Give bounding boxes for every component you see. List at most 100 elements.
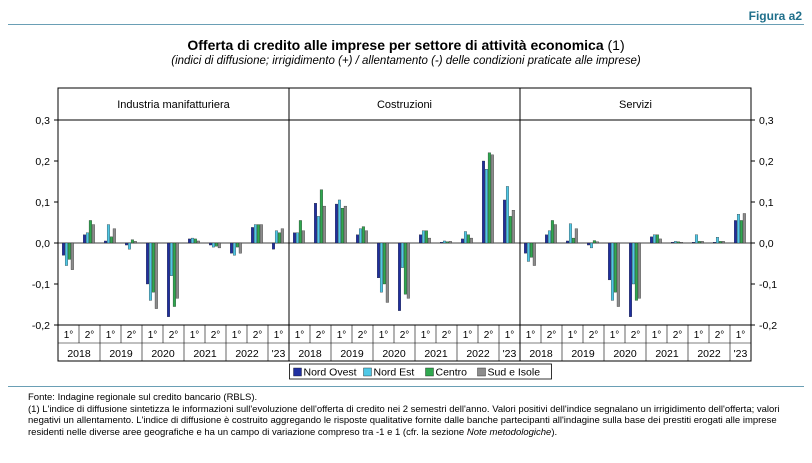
- y-tick-label-right: -0,1: [759, 279, 777, 291]
- y-tick-label-right: 0,3: [759, 115, 774, 127]
- year-label: 2021: [424, 348, 448, 360]
- bar-nord-ovest: [398, 242, 401, 311]
- bar-nord-ovest: [461, 238, 464, 244]
- y-tick-label-right: 0,1: [759, 197, 774, 209]
- bar-centro: [697, 241, 701, 244]
- y-tick-label-left: 0,0: [35, 238, 50, 250]
- bar-sud-e-isole: [679, 242, 683, 244]
- footnote-1: (1) L'indice di diffusione sintetizza le…: [28, 404, 793, 439]
- year-label: 2020: [382, 348, 406, 360]
- semester-label: 1°: [610, 330, 620, 341]
- bar-nord-est: [64, 242, 68, 266]
- semester-label: 2°: [484, 330, 494, 341]
- bar-sud-e-isole: [742, 213, 746, 244]
- bar-nord-est: [652, 234, 656, 244]
- semester-label: 1°: [295, 330, 305, 341]
- bar-nord-est: [316, 216, 320, 244]
- bar-sud-e-isole: [280, 228, 284, 244]
- semester-label: 1°: [274, 330, 284, 341]
- semester-label: 2°: [631, 330, 641, 341]
- year-label: '23: [503, 348, 517, 360]
- footnotes: Fonte: Indagine regionale sul credito ba…: [28, 392, 793, 438]
- bar-sud-e-isole: [196, 240, 200, 244]
- semester-label: 2°: [211, 330, 221, 341]
- bar-sud-e-isole: [721, 241, 725, 244]
- y-tick-label-left: 0,1: [35, 197, 50, 209]
- bar-nord-est: [484, 169, 488, 244]
- bar-centro: [361, 226, 365, 244]
- semester-label: 1°: [505, 330, 515, 341]
- semester-label: 2°: [169, 330, 179, 341]
- bar-sud-e-isole: [70, 242, 74, 270]
- bar-nord-ovest: [440, 242, 443, 244]
- bar-nord-est: [337, 199, 341, 244]
- bar-nord-est: [547, 230, 551, 244]
- bar-sud-e-isole: [406, 242, 410, 299]
- y-tick-label-left: 0,2: [35, 156, 50, 168]
- bar-nord-ovest: [650, 236, 653, 244]
- bar-centro: [655, 234, 659, 244]
- bar-nord-ovest: [482, 160, 485, 244]
- semester-label: 1°: [379, 330, 389, 341]
- semester-label: 1°: [421, 330, 431, 341]
- bar-nord-est: [610, 242, 614, 301]
- year-label: 2018: [67, 348, 91, 360]
- bar-sud-e-isole: [511, 210, 515, 244]
- bar-centro: [277, 232, 281, 244]
- bar-sud-e-isole: [532, 242, 536, 266]
- bar-nord-ovest: [566, 240, 569, 244]
- year-label: 2019: [571, 348, 595, 360]
- legend-swatch: [363, 367, 372, 377]
- bar-sud-e-isole: [133, 241, 137, 244]
- bar-nord-est: [442, 240, 446, 244]
- semester-label: 1°: [526, 330, 536, 341]
- year-label: 2018: [529, 348, 553, 360]
- semester-label: 2°: [127, 330, 137, 341]
- bar-centro: [88, 220, 92, 244]
- bar-centro: [487, 152, 491, 244]
- bar-sud-e-isole: [700, 241, 704, 244]
- panel-title: Industria manifatturiera: [117, 99, 230, 111]
- legend-swatch: [293, 367, 302, 377]
- bar-nord-est: [526, 242, 530, 262]
- bar-centro: [172, 242, 176, 307]
- semester-label: 1°: [337, 330, 347, 341]
- bar-centro: [256, 224, 260, 244]
- bar-nord-est: [253, 224, 257, 244]
- bar-centro: [151, 242, 155, 293]
- bar-nord-est: [85, 232, 89, 244]
- top-rule: [8, 24, 804, 25]
- bar-centro: [634, 242, 638, 301]
- footnote-source: Fonte: Indagine regionale sul credito ba…: [28, 392, 258, 403]
- bar-nord-ovest: [251, 227, 254, 244]
- semester-label: 2°: [358, 330, 368, 341]
- bar-sud-e-isole: [448, 241, 452, 244]
- bar-nord-ovest: [146, 242, 149, 285]
- bar-sud-e-isole: [91, 224, 95, 244]
- year-label: 2019: [340, 348, 364, 360]
- bar-nord-est: [463, 231, 467, 244]
- bar-nord-est: [106, 224, 110, 244]
- bar-centro: [550, 220, 554, 244]
- bar-nord-ovest: [104, 240, 107, 244]
- bar-nord-est: [400, 242, 404, 268]
- bar-centro: [529, 242, 533, 258]
- year-label: 2018: [298, 348, 322, 360]
- bar-nord-est: [148, 242, 152, 301]
- bar-sud-e-isole: [595, 241, 599, 244]
- semester-label: 1°: [106, 330, 116, 341]
- year-label: '23: [272, 348, 286, 360]
- bar-nord-ovest: [503, 199, 506, 244]
- bar-sud-e-isole: [658, 238, 662, 244]
- chart-title: Offerta di credito alle imprese per sett…: [0, 37, 812, 53]
- bar-sud-e-isole: [427, 237, 431, 244]
- year-label: 2021: [193, 348, 217, 360]
- semester-label: 1°: [652, 330, 662, 341]
- bar-centro: [319, 189, 323, 244]
- bar-sud-e-isole: [469, 237, 473, 244]
- bar-centro: [382, 242, 386, 285]
- bar-sud-e-isole: [385, 242, 389, 303]
- bar-nord-est: [211, 242, 215, 248]
- semester-label: 2°: [547, 330, 557, 341]
- bar-nord-est: [274, 230, 278, 244]
